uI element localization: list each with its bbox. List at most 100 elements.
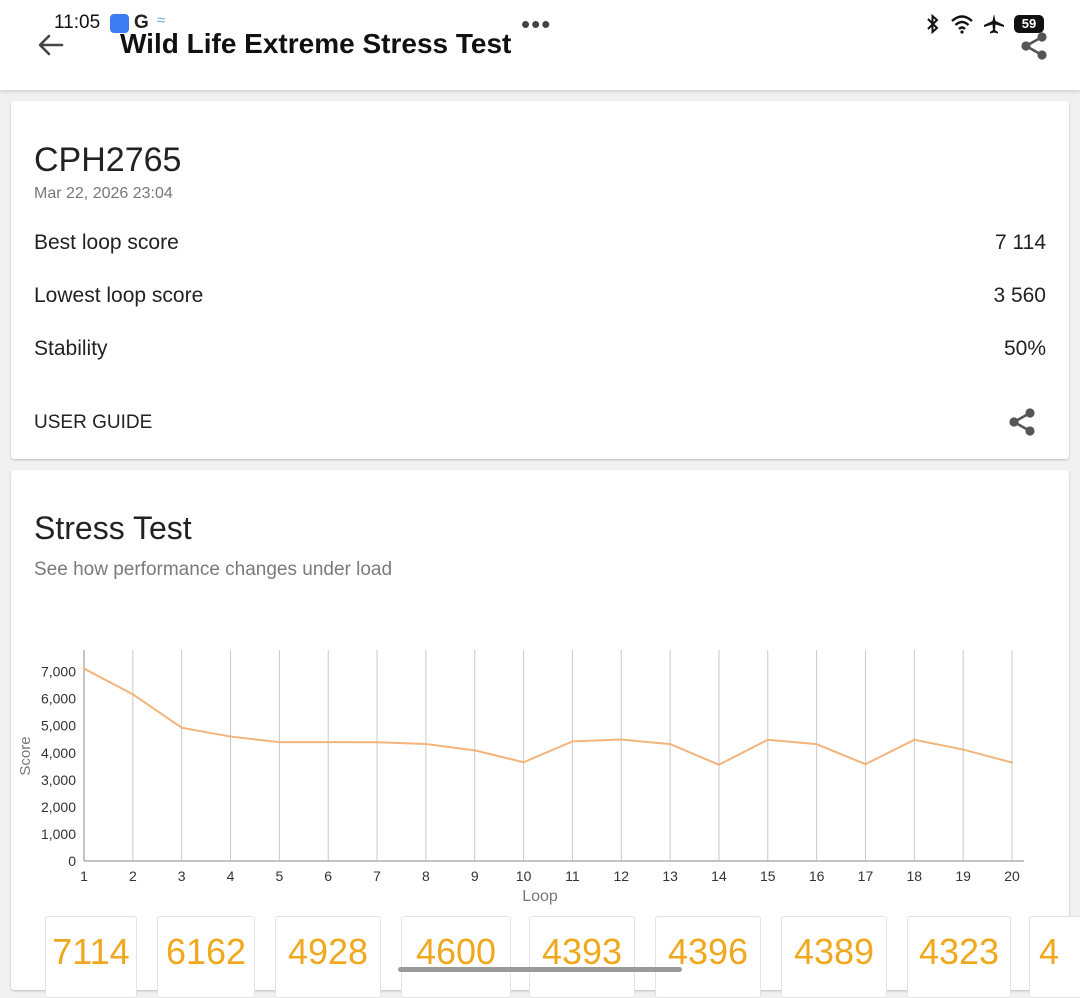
data-point [961, 748, 965, 751]
x-tick-label: 9 [471, 868, 479, 884]
x-tick-label: 15 [760, 868, 776, 884]
y-tick-label: 4,000 [41, 745, 76, 761]
google-notification-icon: G [134, 12, 149, 33]
y-tick-label: 2,000 [41, 799, 76, 815]
x-tick-label: 10 [516, 868, 532, 884]
section-title: Stress Test [34, 510, 192, 546]
y-tick-label: 3,000 [41, 772, 76, 788]
loop-score-value: 4323 [918, 931, 1000, 972]
x-tick-label: 6 [324, 868, 332, 884]
loop-score-tile: 7114 [45, 916, 137, 998]
data-point [229, 735, 232, 738]
activity-notification-icon: ≈ [157, 12, 166, 29]
x-tick-label: 19 [955, 868, 971, 884]
data-point [766, 738, 769, 742]
data-point [571, 740, 574, 743]
airplane-icon [984, 14, 1004, 34]
loop-score-value: 6162 [165, 931, 247, 972]
x-tick-label: 16 [809, 868, 825, 884]
app-bar: 11:05 G ≈ ••• 59 Wild Life Extreme Stres… [0, 0, 1080, 90]
share-icon[interactable] [1006, 406, 1038, 438]
arrow-back-icon[interactable] [36, 30, 66, 60]
summary-card: CPH2765 Mar 22, 2026 23:04 Best loop sco… [11, 101, 1069, 459]
stat-label: Best loop score [34, 231, 179, 254]
page-title: Wild Life Extreme Stress Test [120, 28, 512, 59]
loop-score-tile: 4 [1029, 916, 1080, 998]
x-tick-label: 18 [907, 868, 923, 884]
data-point [717, 763, 721, 766]
data-point [180, 726, 183, 729]
stress-test-card: Stress Test See how performance changes … [11, 470, 1069, 990]
loop-score-value: 4393 [541, 931, 623, 972]
loop-score-tile: 4396 [655, 916, 761, 998]
data-point [278, 740, 281, 744]
x-tick-label: 13 [662, 868, 678, 884]
y-tick-label: 5,000 [41, 718, 76, 734]
y-tick-label: 1,000 [41, 826, 76, 842]
status-icons: 59 [925, 13, 1044, 35]
status-time: 11:05 [54, 12, 101, 33]
lowest-loop-score-row: Lowest loop score 3 560 [34, 284, 1046, 314]
loop-score-value: 4600 [415, 931, 497, 972]
loop-score-tile: 4323 [907, 916, 1011, 998]
data-point [620, 738, 623, 741]
x-tick-label: 7 [373, 868, 381, 884]
loop-score-value: 7114 [52, 931, 130, 972]
x-tick-label: 14 [711, 868, 727, 884]
data-point [424, 742, 428, 746]
stat-value: 3 560 [993, 284, 1046, 307]
data-point [375, 741, 379, 744]
stat-value: 7 114 [995, 231, 1046, 254]
x-tick-label: 5 [275, 868, 283, 884]
loop-score-tile: 4389 [781, 916, 887, 998]
loop-score-value: 4396 [667, 931, 749, 972]
loop-score-tile: 6162 [157, 916, 255, 998]
x-tick-label: 3 [178, 868, 186, 884]
x-tick-label: 17 [858, 868, 874, 884]
loop-score-tile: 4393 [529, 916, 635, 998]
app-notification-icon [110, 14, 129, 33]
section-subtitle: See how performance changes under load [34, 559, 393, 580]
stat-label: Lowest loop score [34, 284, 204, 307]
stat-value: 50% [1003, 337, 1046, 360]
y-tick-label: 0 [68, 853, 76, 869]
wifi-icon [951, 15, 973, 34]
window-more-icon[interactable]: ••• [521, 9, 552, 39]
loop-score-value: 4389 [793, 931, 875, 972]
y-axis-label: Score [17, 736, 34, 775]
x-tick-label: 12 [613, 868, 629, 884]
share-icon[interactable] [1018, 30, 1050, 62]
x-tick-label: 11 [565, 868, 580, 884]
loop-score-tile: 4600 [401, 916, 511, 998]
device-name: CPH2765 [34, 141, 182, 179]
x-tick-label: 8 [422, 868, 430, 884]
data-point [473, 749, 476, 752]
home-indicator[interactable] [398, 967, 682, 972]
data-point [1010, 761, 1014, 764]
data-point [131, 693, 135, 696]
data-point [668, 742, 672, 746]
data-point [913, 738, 916, 742]
x-tick-label: 20 [1004, 868, 1020, 884]
data-point [522, 761, 525, 764]
loop-score-value: 4 [1039, 931, 1060, 972]
user-guide-button[interactable]: USER GUIDE [34, 412, 153, 433]
run-date: Mar 22, 2026 23:04 [34, 185, 173, 202]
loop-score-tile: 4928 [275, 916, 381, 998]
bluetooth-icon [927, 14, 939, 34]
data-point [864, 762, 867, 766]
battery-icon: 59 [1014, 15, 1044, 33]
x-tick-label: 1 [80, 868, 88, 884]
x-tick-label: 2 [129, 868, 137, 884]
x-tick-label: 4 [227, 868, 235, 884]
y-tick-label: 7,000 [41, 664, 76, 680]
series-line [83, 667, 1013, 766]
stability-row: Stability 50% [34, 337, 1046, 367]
data-point [815, 742, 818, 746]
data-point [82, 667, 86, 670]
stat-label: Stability [34, 337, 108, 360]
data-point [327, 740, 330, 744]
x-axis-label: Loop [522, 888, 558, 905]
y-tick-label: 6,000 [41, 691, 76, 707]
